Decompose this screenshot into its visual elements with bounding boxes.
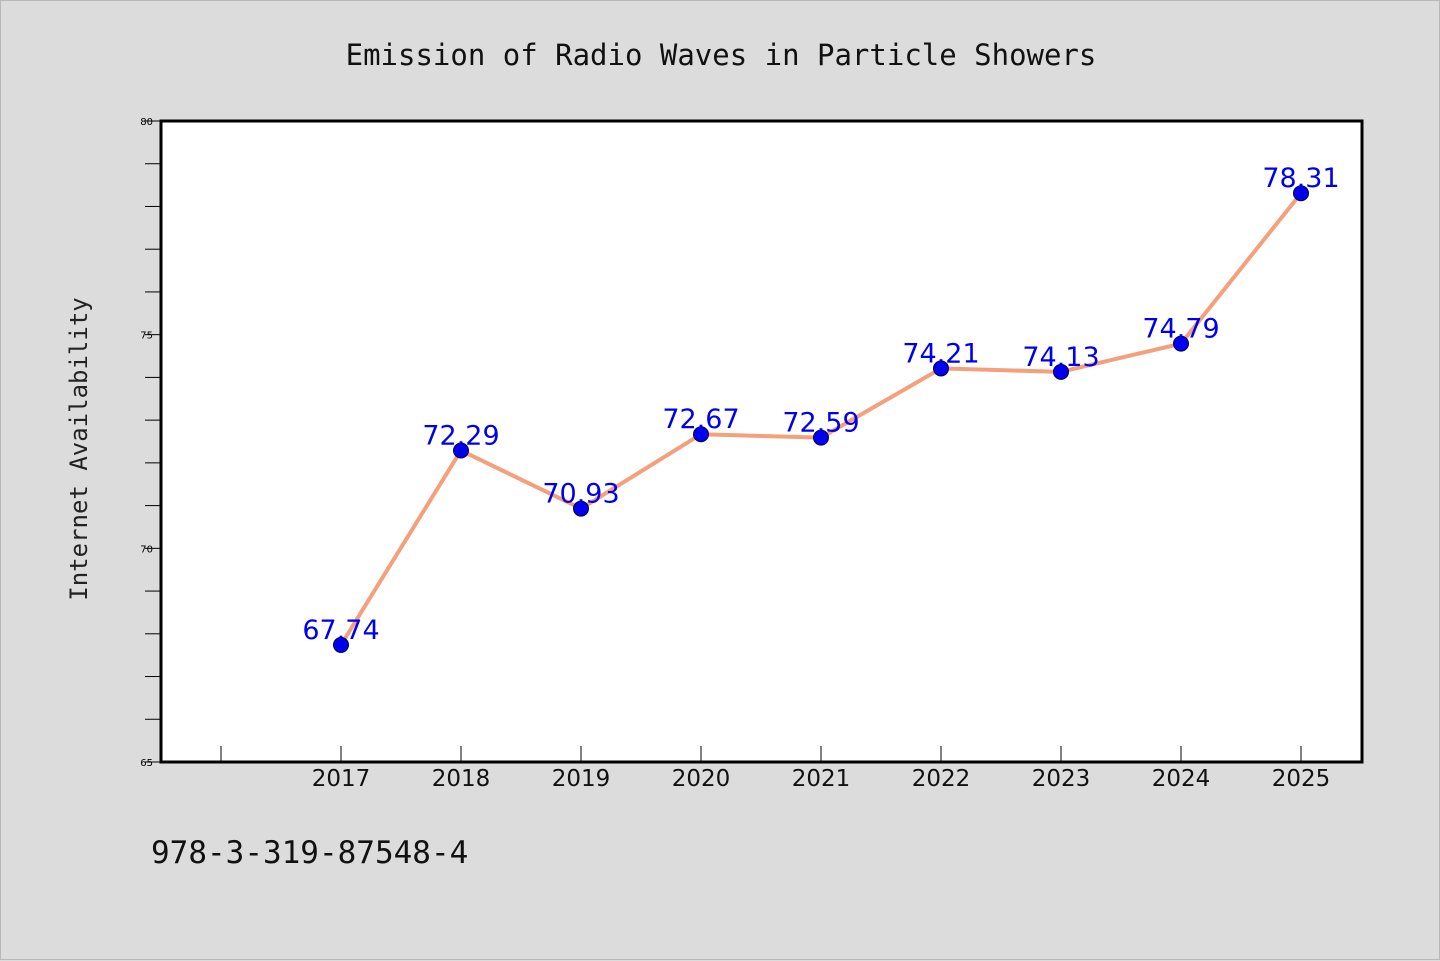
data-label: 74.13	[1022, 342, 1099, 373]
data-point	[1053, 363, 1069, 380]
x-tick-label: 2023	[1032, 766, 1091, 792]
data-label: 72.29	[422, 420, 499, 451]
data-point	[573, 500, 589, 517]
x-tick-label: 2025	[1272, 766, 1331, 792]
x-tick-label: 2018	[432, 766, 491, 792]
data-label: 74.21	[902, 338, 979, 369]
data-point	[453, 442, 469, 459]
y-axis: 65 70 75 80	[140, 117, 161, 769]
y-tick-label: 80	[140, 117, 153, 128]
x-tick-label: 2024	[1152, 766, 1211, 792]
data-point	[1293, 185, 1309, 202]
data-label: 72.67	[662, 404, 739, 435]
data-point	[693, 426, 709, 443]
data-label: 72.59	[782, 408, 859, 439]
x-axis: 2017 2018 2019 2020 2021 2022 2023 2024 2025	[220, 746, 1331, 792]
series-group: 67.74 72.29 70.93 72.67 72.59 74.21 74.13 74.79…	[302, 163, 1340, 653]
data-label: 78.31	[1262, 163, 1339, 194]
x-tick-label: 2020	[672, 766, 731, 792]
x-tick-label: 2019	[552, 766, 611, 792]
x-tick-label: 2021	[792, 766, 851, 792]
y-tick-label: 70	[140, 544, 153, 555]
data-point	[333, 636, 349, 653]
data-label: 74.79	[1142, 314, 1219, 345]
plot-area	[159, 119, 1364, 764]
x-tick-label: 2017	[312, 766, 371, 792]
y-tick-label: 75	[140, 331, 153, 342]
data-label: 67.74	[302, 615, 379, 646]
data-label: 70.93	[542, 479, 619, 510]
footer-code: 978-3-319-87548-4	[151, 835, 469, 871]
x-tick-label: 2022	[912, 766, 971, 792]
chart-title: Emission of Radio Waves in Particle Show…	[346, 38, 1097, 72]
data-point	[813, 429, 829, 446]
data-point	[933, 360, 949, 377]
y-tick-label: 65	[140, 758, 153, 769]
data-point	[1173, 335, 1189, 352]
y-axis-label: Internet Availability	[65, 297, 93, 600]
